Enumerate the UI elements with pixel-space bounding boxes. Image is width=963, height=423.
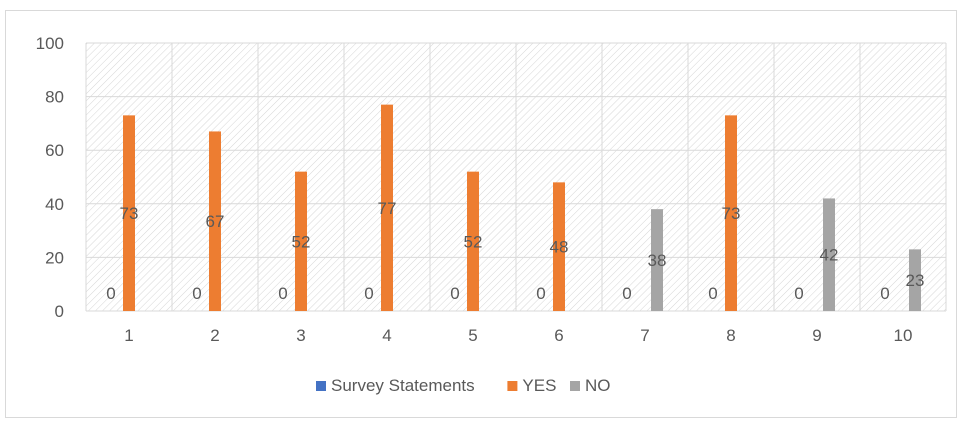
- x-tick-label: 6: [554, 326, 563, 345]
- bar-yes: [725, 115, 737, 311]
- data-label: 77: [378, 199, 397, 218]
- y-tick-label: 60: [45, 141, 64, 160]
- x-tick-label: 7: [640, 326, 649, 345]
- x-tick-label: 10: [894, 326, 913, 345]
- data-label: 73: [722, 204, 741, 223]
- bar-no: [823, 198, 835, 311]
- bar-yes: [123, 115, 135, 311]
- gridlines: [85, 42, 947, 312]
- data-label: 52: [292, 232, 311, 251]
- bar-yes: [295, 171, 307, 311]
- y-tick-label: 40: [45, 195, 64, 214]
- y-tick-label: 0: [55, 302, 64, 321]
- data-label: 38: [648, 251, 667, 270]
- legend-swatch: [507, 381, 518, 391]
- data-label: 42: [820, 246, 839, 265]
- data-label: 73: [120, 204, 139, 223]
- x-tick-label: 4: [382, 326, 391, 345]
- data-label: 23: [906, 271, 925, 290]
- chart-frame: 0 20 40 60 80 100 1 2 3 4 5 6 7 8 9 10 0 73 0 67 0 52 0 77 0 52 0…: [5, 10, 957, 418]
- data-label: 52: [464, 232, 483, 251]
- data-label: 0: [364, 284, 373, 303]
- bar-yes: [209, 131, 221, 311]
- data-label: 0: [622, 284, 631, 303]
- data-label: 0: [794, 284, 803, 303]
- legend: Survey Statements YES NO: [316, 376, 611, 395]
- x-tick-label: 9: [812, 326, 821, 345]
- bar-yes: [467, 171, 479, 311]
- data-label: 0: [450, 284, 459, 303]
- data-labels: 0 73 0 67 0 52 0 77 0 52 0 48 0 38 0 73 0 42 0 23: [106, 199, 924, 303]
- y-tick-label: 100: [36, 34, 64, 53]
- data-label: 0: [106, 284, 115, 303]
- data-label: 0: [278, 284, 287, 303]
- legend-swatch: [316, 381, 326, 391]
- legend-swatch: [570, 381, 580, 391]
- bar-yes: [553, 182, 565, 311]
- x-tick-label: 5: [468, 326, 477, 345]
- x-tick-label: 8: [726, 326, 735, 345]
- x-tick-label: 1: [124, 326, 133, 345]
- y-tick-label: 20: [45, 248, 64, 267]
- legend-label: NO: [585, 376, 611, 395]
- data-label: 0: [536, 284, 545, 303]
- y-tick-label: 80: [45, 88, 64, 107]
- bar-no: [651, 209, 663, 311]
- legend-label: YES: [522, 376, 556, 395]
- data-label: 48: [550, 238, 569, 257]
- x-tick-label: 2: [210, 326, 219, 345]
- data-label: 67: [206, 212, 225, 231]
- legend-label: Survey Statements: [331, 376, 475, 395]
- bar-yes: [381, 104, 393, 311]
- data-label: 0: [192, 284, 201, 303]
- bars: [123, 104, 921, 311]
- data-label: 0: [880, 284, 889, 303]
- x-tick-label: 3: [296, 326, 305, 345]
- bar-no: [909, 249, 921, 311]
- data-label: 0: [708, 284, 717, 303]
